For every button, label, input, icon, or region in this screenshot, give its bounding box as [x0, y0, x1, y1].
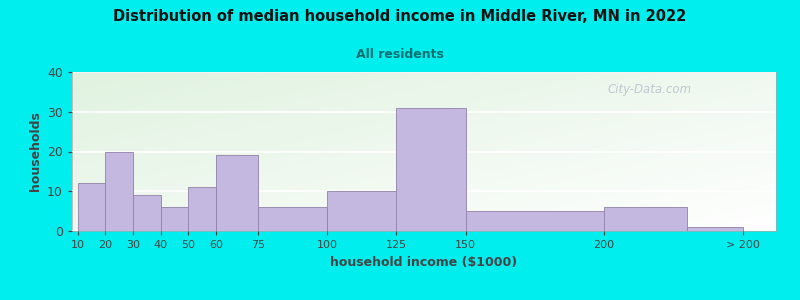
Text: City-Data.com: City-Data.com	[607, 83, 691, 96]
X-axis label: household income ($1000): household income ($1000)	[330, 256, 518, 268]
Bar	[161, 207, 189, 231]
Bar	[78, 183, 106, 231]
Text: Distribution of median household income in Middle River, MN in 2022: Distribution of median household income …	[114, 9, 686, 24]
Bar	[133, 195, 161, 231]
Bar	[466, 211, 604, 231]
Bar	[258, 207, 327, 231]
Bar	[687, 227, 742, 231]
Y-axis label: households: households	[29, 112, 42, 191]
Bar	[396, 108, 466, 231]
Bar	[216, 155, 258, 231]
Bar	[106, 152, 133, 231]
Bar	[327, 191, 396, 231]
Bar	[189, 187, 216, 231]
Bar	[604, 207, 687, 231]
Text: All residents: All residents	[356, 48, 444, 61]
